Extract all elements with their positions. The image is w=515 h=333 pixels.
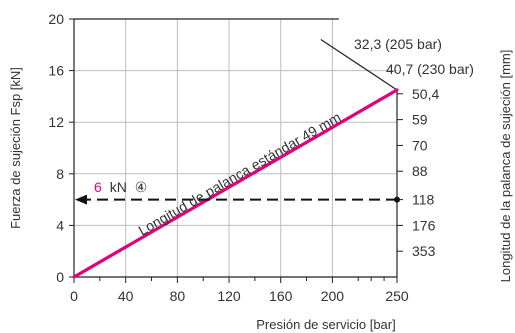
x-tick-label: 0 bbox=[70, 288, 78, 304]
grid-lines bbox=[74, 19, 397, 277]
x-tick-label: 80 bbox=[170, 288, 186, 304]
x-tick-label: 200 bbox=[321, 288, 345, 304]
y-tick-label: 16 bbox=[48, 63, 64, 79]
y-tick-label: 0 bbox=[56, 269, 64, 285]
right-scale-label: 353 bbox=[412, 243, 436, 259]
right-scale-label: 50,4 bbox=[412, 86, 439, 102]
axes: 0 40 80 120 160 200 250 0 4 8 12 16 20 50,4 59 70 88 118 1… bbox=[48, 11, 439, 304]
force-value: 6 bbox=[94, 179, 102, 195]
right-scale-label: 88 bbox=[412, 163, 428, 179]
force-reading-arrowhead bbox=[75, 194, 87, 205]
force-annotation: 6 kN ④ bbox=[94, 179, 147, 195]
force-reading-point bbox=[394, 196, 400, 203]
x-tick-label: 40 bbox=[118, 288, 134, 304]
y-tick-label: 20 bbox=[48, 11, 64, 27]
force-unit: kN bbox=[110, 179, 127, 195]
limit-label-205: 32,3 (205 bar) bbox=[354, 36, 442, 52]
annotations bbox=[75, 194, 400, 205]
x-tick-label: 250 bbox=[385, 288, 409, 304]
right-scale-label: 59 bbox=[412, 112, 428, 128]
y-tick-label: 4 bbox=[56, 217, 64, 233]
force-marker: ④ bbox=[135, 179, 148, 195]
limit-boundary-line bbox=[320, 39, 398, 91]
y-tick-label: 12 bbox=[48, 114, 64, 130]
limit-label-230: 40,7 (230 bar) bbox=[386, 61, 474, 77]
right-scale-label: 70 bbox=[412, 137, 428, 153]
series-line bbox=[72, 88, 399, 279]
series-lines bbox=[72, 88, 399, 279]
y-axis-title: Fuerza de sujeción Fsp [kN] bbox=[8, 67, 23, 229]
x-tick-label: 120 bbox=[217, 288, 241, 304]
right-scale-label: 118 bbox=[412, 192, 435, 208]
x-tick-label: 160 bbox=[269, 288, 293, 304]
right-scale-label: 176 bbox=[412, 217, 436, 233]
x-axis-title: Presión de servicio [bar] bbox=[256, 317, 395, 332]
y2-axis-title: Longitud de la palanca de sujeción [mm] bbox=[498, 50, 513, 283]
y-tick-label: 8 bbox=[56, 166, 64, 182]
